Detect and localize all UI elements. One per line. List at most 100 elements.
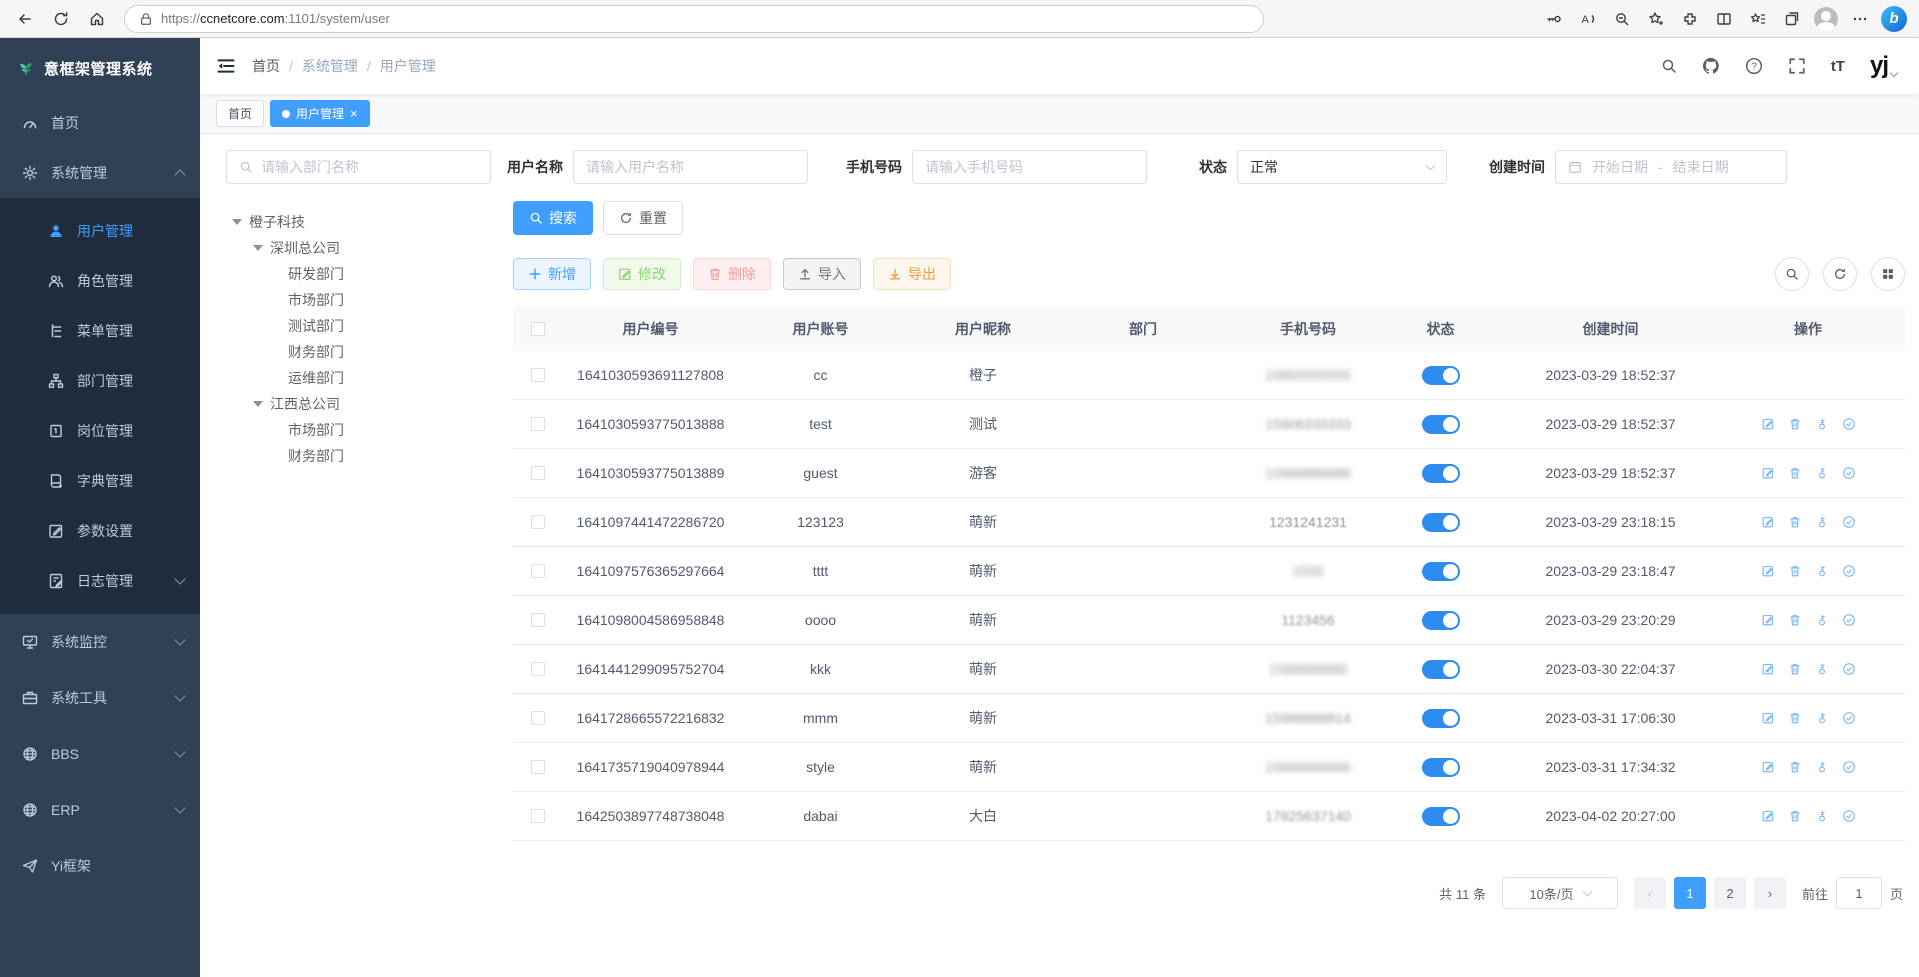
row-checkbox[interactable] bbox=[531, 564, 545, 578]
approve-button[interactable] bbox=[1842, 515, 1856, 529]
user-logo[interactable]: yj bbox=[1870, 54, 1899, 78]
reset-password-button[interactable] bbox=[1815, 417, 1829, 431]
username-input[interactable]: 请输入用户名称 bbox=[573, 150, 808, 184]
back-icon[interactable] bbox=[10, 4, 40, 34]
delete-row-button[interactable] bbox=[1788, 564, 1802, 578]
tab-user-management[interactable]: 用户管理 × bbox=[270, 100, 370, 127]
tree-node[interactable]: 运维部门 bbox=[226, 365, 491, 391]
key-icon[interactable] bbox=[1539, 4, 1569, 34]
status-toggle[interactable] bbox=[1421, 610, 1460, 630]
table-search-button[interactable] bbox=[1775, 257, 1809, 291]
sidebar-item-posts[interactable]: 岗位管理 bbox=[0, 406, 200, 456]
tree-node[interactable]: 财务部门 bbox=[226, 443, 491, 469]
edit-row-button[interactable] bbox=[1761, 417, 1775, 431]
edit-row-button[interactable] bbox=[1761, 809, 1775, 823]
edit-row-button[interactable] bbox=[1761, 613, 1775, 627]
date-range-input[interactable]: 开始日期 - 结束日期 bbox=[1555, 150, 1787, 184]
sidebar-item-params[interactable]: 参数设置 bbox=[0, 506, 200, 556]
sidebar-item-home[interactable]: 首页 bbox=[0, 98, 200, 148]
delete-row-button[interactable] bbox=[1788, 466, 1802, 480]
phone-input[interactable]: 请输入手机号码 bbox=[912, 150, 1147, 184]
reset-password-button[interactable] bbox=[1815, 613, 1829, 627]
dept-search-input[interactable]: 请输入部门名称 bbox=[226, 150, 491, 184]
status-toggle[interactable] bbox=[1421, 757, 1460, 777]
tree-expand-icon[interactable] bbox=[253, 401, 263, 407]
row-checkbox[interactable] bbox=[531, 417, 545, 431]
sidebar-item-users[interactable]: 用户管理 bbox=[0, 206, 200, 256]
help-icon[interactable]: ? bbox=[1745, 57, 1763, 75]
more-icon[interactable] bbox=[1845, 4, 1875, 34]
tree-expand-icon[interactable] bbox=[232, 219, 242, 225]
edit-row-button[interactable] bbox=[1761, 760, 1775, 774]
collections-icon[interactable] bbox=[1777, 4, 1807, 34]
tree-node[interactable]: 深圳总公司 bbox=[226, 235, 491, 261]
table-refresh-button[interactable] bbox=[1823, 257, 1857, 291]
home-icon[interactable] bbox=[82, 4, 112, 34]
goto-page-input[interactable]: 1 bbox=[1835, 877, 1882, 909]
add-button[interactable]: 新增 bbox=[513, 258, 591, 290]
select-all-checkbox[interactable] bbox=[531, 322, 545, 336]
row-checkbox[interactable] bbox=[531, 613, 545, 627]
reset-password-button[interactable] bbox=[1815, 662, 1829, 676]
edit-row-button[interactable] bbox=[1761, 466, 1775, 480]
approve-button[interactable] bbox=[1842, 711, 1856, 725]
search-button[interactable]: 搜索 bbox=[513, 201, 593, 235]
sidebar-item-menus[interactable]: 菜单管理 bbox=[0, 306, 200, 356]
delete-row-button[interactable] bbox=[1788, 809, 1802, 823]
address-bar[interactable]: https://ccnetcore.com:1101/system/user bbox=[124, 4, 1264, 33]
tree-node[interactable]: 江西总公司 bbox=[226, 391, 491, 417]
sidebar-item-dict[interactable]: 字典管理 bbox=[0, 456, 200, 506]
breadcrumb-home[interactable]: 首页 bbox=[252, 58, 280, 74]
page-size-select[interactable]: 10条/页 bbox=[1501, 877, 1618, 909]
fullscreen-icon[interactable] bbox=[1788, 57, 1806, 75]
delete-row-button[interactable] bbox=[1788, 515, 1802, 529]
row-checkbox[interactable] bbox=[531, 760, 545, 774]
sidebar-item-monitor[interactable]: 系统监控 bbox=[0, 614, 200, 670]
reset-password-button[interactable] bbox=[1815, 564, 1829, 578]
approve-button[interactable] bbox=[1842, 466, 1856, 480]
read-aloud-icon[interactable]: A bbox=[1573, 4, 1603, 34]
sidebar-item-system[interactable]: 系统管理 bbox=[0, 148, 200, 198]
status-toggle[interactable] bbox=[1421, 561, 1460, 581]
delete-row-button[interactable] bbox=[1788, 662, 1802, 676]
close-tab-icon[interactable]: × bbox=[350, 106, 358, 121]
edit-row-button[interactable] bbox=[1761, 515, 1775, 529]
sidebar-item-tools[interactable]: 系统工具 bbox=[0, 670, 200, 726]
approve-button[interactable] bbox=[1842, 662, 1856, 676]
tree-node[interactable]: 市场部门 bbox=[226, 287, 491, 313]
approve-button[interactable] bbox=[1842, 809, 1856, 823]
row-checkbox[interactable] bbox=[531, 809, 545, 823]
sidebar-item-logs[interactable]: 日志管理 bbox=[0, 556, 200, 606]
reset-password-button[interactable] bbox=[1815, 515, 1829, 529]
bing-icon[interactable]: b bbox=[1879, 4, 1909, 34]
profile-avatar[interactable] bbox=[1811, 4, 1841, 34]
tree-node[interactable]: 市场部门 bbox=[226, 417, 491, 443]
edit-button[interactable]: 修改 bbox=[603, 258, 681, 290]
favorites-bar-icon[interactable] bbox=[1743, 4, 1773, 34]
sidebar-item-roles[interactable]: 角色管理 bbox=[0, 256, 200, 306]
delete-button[interactable]: 删除 bbox=[693, 258, 771, 290]
delete-row-button[interactable] bbox=[1788, 613, 1802, 627]
refresh-icon[interactable] bbox=[46, 4, 76, 34]
tree-node[interactable]: 财务部门 bbox=[226, 339, 491, 365]
export-button[interactable]: 导出 bbox=[873, 258, 951, 290]
row-checkbox[interactable] bbox=[531, 368, 545, 382]
edit-row-button[interactable] bbox=[1761, 662, 1775, 676]
page-button-1[interactable]: 1 bbox=[1673, 877, 1706, 909]
row-checkbox[interactable] bbox=[531, 711, 545, 725]
status-toggle[interactable] bbox=[1421, 512, 1460, 532]
reset-button[interactable]: 重置 bbox=[603, 201, 683, 235]
edit-row-button[interactable] bbox=[1761, 711, 1775, 725]
tree-node[interactable]: 橙子科技 bbox=[226, 209, 491, 235]
tree-node[interactable]: 研发部门 bbox=[226, 261, 491, 287]
status-toggle[interactable] bbox=[1421, 806, 1460, 826]
header-search-icon[interactable] bbox=[1661, 58, 1677, 74]
page-button-2[interactable]: 2 bbox=[1713, 877, 1746, 909]
reset-password-button[interactable] bbox=[1815, 711, 1829, 725]
tree-node[interactable]: 测试部门 bbox=[226, 313, 491, 339]
delete-row-button[interactable] bbox=[1788, 417, 1802, 431]
next-page-button[interactable]: › bbox=[1753, 877, 1786, 909]
sidebar-item-departments[interactable]: 部门管理 bbox=[0, 356, 200, 406]
edit-row-button[interactable] bbox=[1761, 564, 1775, 578]
tree-expand-icon[interactable] bbox=[253, 245, 263, 251]
